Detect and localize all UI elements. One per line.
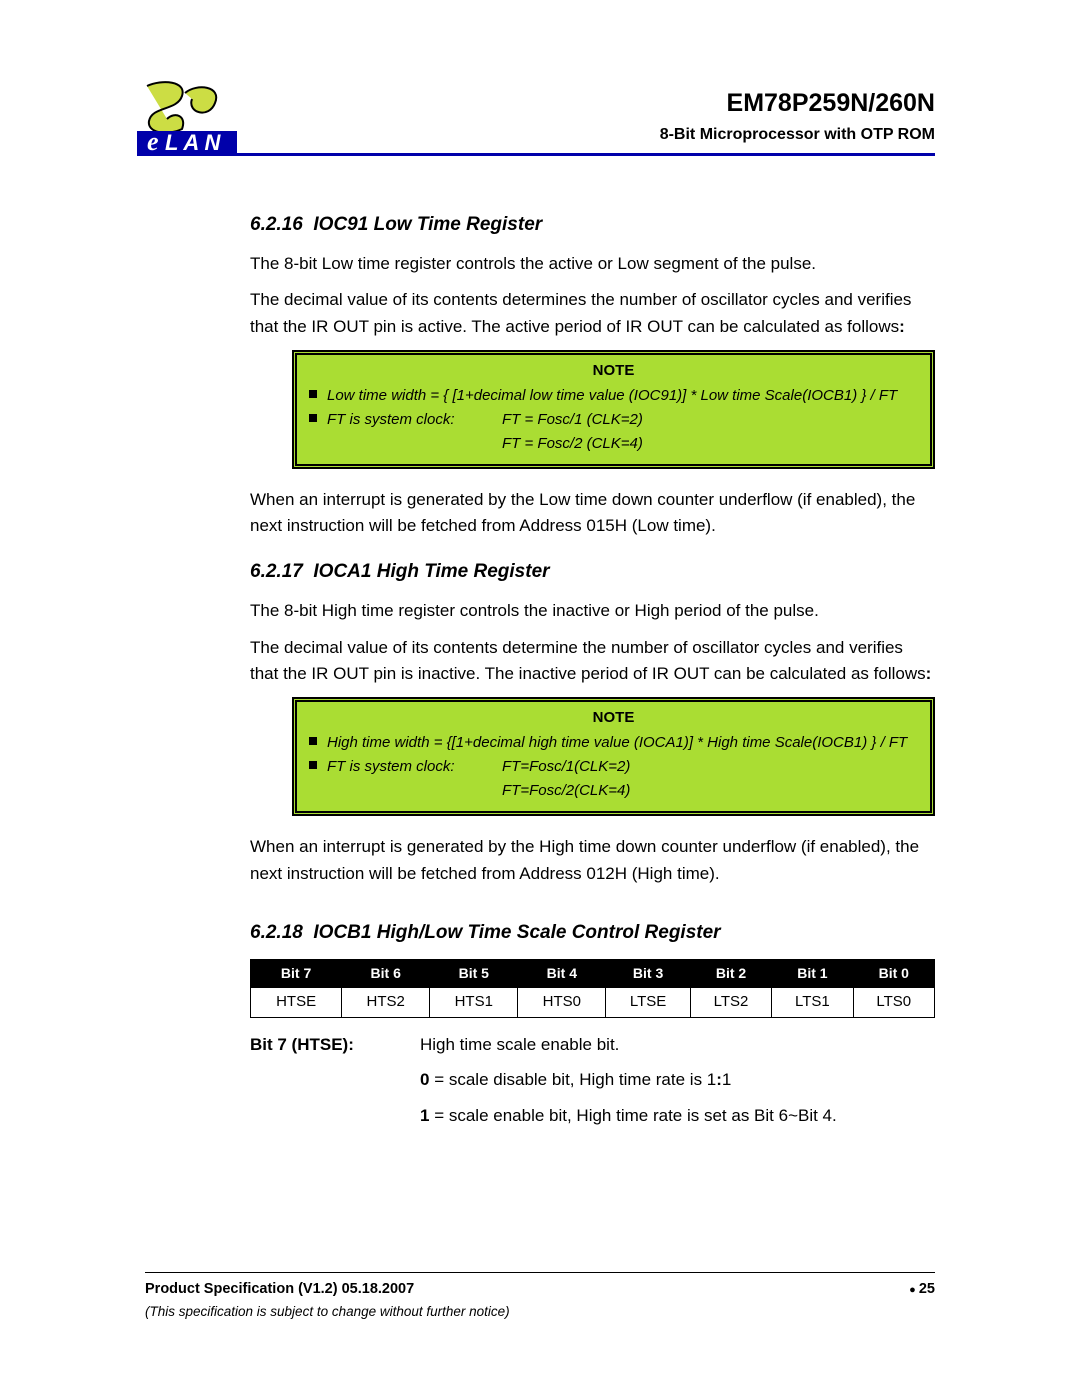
table-cell: HTS2	[342, 988, 430, 1018]
bit-def-text: High time scale enable bit.	[420, 1032, 935, 1058]
note-subline: FT = Fosc/2 (CLK=4)	[502, 433, 918, 454]
bit-register-table: Bit 7 Bit 6 Bit 5 Bit 4 Bit 3 Bit 2 Bit …	[250, 959, 935, 1018]
note-item: FT is system clock:FT = Fosc/1 (CLK=2)	[309, 409, 918, 430]
brand-logo: L A N e	[137, 81, 237, 156]
svg-text:L A N: L A N	[165, 130, 222, 155]
footer-spec: Product Specification (V1.2) 05.18.2007	[145, 1279, 414, 1301]
section-title: IOCA1 High Time Register	[313, 561, 549, 582]
note-title: NOTE	[309, 360, 918, 381]
note-subline: FT=Fosc/2(CLK=4)	[502, 780, 918, 801]
section-number: 6.2.17	[250, 561, 303, 582]
table-header: Bit 1	[772, 960, 853, 988]
table-cell: LTSE	[606, 988, 690, 1018]
para: The decimal value of its contents determ…	[250, 287, 935, 340]
table-header: Bit 6	[342, 960, 430, 988]
svg-text:e: e	[147, 127, 159, 156]
bullet-icon	[309, 390, 317, 398]
section-heading-6-2-18: 6.2.18 IOCB1 High/Low Time Scale Control…	[250, 919, 935, 948]
para: The decimal value of its contents determ…	[250, 635, 935, 688]
bit-sub-line: 1 = scale enable bit, High time rate is …	[420, 1103, 935, 1129]
table-header: Bit 5	[430, 960, 518, 988]
note-item: High time width = {[1+decimal high time …	[309, 732, 918, 753]
note-item: Low time width = { [1+decimal low time v…	[309, 385, 918, 406]
note-box: NOTE Low time width = { [1+decimal low t…	[292, 350, 935, 469]
section-heading-6-2-16: 6.2.16 IOC91 Low Time Register	[250, 211, 935, 240]
table-cell: LTS0	[853, 988, 934, 1018]
section-heading-6-2-17: 6.2.17 IOCA1 High Time Register	[250, 558, 935, 587]
note-title: NOTE	[309, 707, 918, 728]
table-header: Bit 0	[853, 960, 934, 988]
table-cell: HTSE	[251, 988, 342, 1018]
header-rule	[217, 153, 935, 156]
section-number: 6.2.16	[250, 214, 303, 235]
para: When an interrupt is generated by the Hi…	[250, 834, 935, 887]
section-title: IOCB1 High/Low Time Scale Control Regist…	[313, 922, 720, 943]
doc-subtitle: 8-Bit Microprocessor with OTP ROM	[137, 123, 935, 147]
footer-disclaimer: (This specification is subject to change…	[145, 1302, 935, 1322]
section-number: 6.2.18	[250, 922, 303, 943]
footer-page-number: ● 25	[909, 1279, 935, 1301]
page-footer: Product Specification (V1.2) 05.18.2007 …	[145, 1272, 935, 1322]
table-header: Bit 4	[518, 960, 606, 988]
note-item: FT is system clock:FT=Fosc/1(CLK=2)	[309, 756, 918, 777]
bullet-icon	[309, 414, 317, 422]
table-header: Bit 7	[251, 960, 342, 988]
table-cell: LTS1	[772, 988, 853, 1018]
section-title: IOC91 Low Time Register	[313, 214, 542, 235]
bit-def-label: Bit 7 (HTSE):	[250, 1032, 420, 1058]
bullet-icon	[309, 761, 317, 769]
table-cell: HTS0	[518, 988, 606, 1018]
note-box: NOTE High time width = {[1+decimal high …	[292, 697, 935, 816]
bit-sub-line: 0 = scale disable bit, High time rate is…	[420, 1067, 935, 1093]
table-header: Bit 2	[690, 960, 771, 988]
table-header: Bit 3	[606, 960, 690, 988]
table-row: HTSE HTS2 HTS1 HTS0 LTSE LTS2 LTS1 LTS0	[251, 988, 935, 1018]
table-cell: LTS2	[690, 988, 771, 1018]
table-cell: HTS1	[430, 988, 518, 1018]
para: The 8-bit High time register controls th…	[250, 598, 935, 624]
para: The 8-bit Low time register controls the…	[250, 251, 935, 277]
bullet-icon	[309, 737, 317, 745]
page-header: L A N e EM78P259N/260N 8-Bit Microproces…	[137, 85, 935, 156]
para: When an interrupt is generated by the Lo…	[250, 487, 935, 540]
doc-title: EM78P259N/260N	[137, 85, 935, 123]
bit-definition: Bit 7 (HTSE): High time scale enable bit…	[250, 1032, 935, 1058]
table-header-row: Bit 7 Bit 6 Bit 5 Bit 4 Bit 3 Bit 2 Bit …	[251, 960, 935, 988]
